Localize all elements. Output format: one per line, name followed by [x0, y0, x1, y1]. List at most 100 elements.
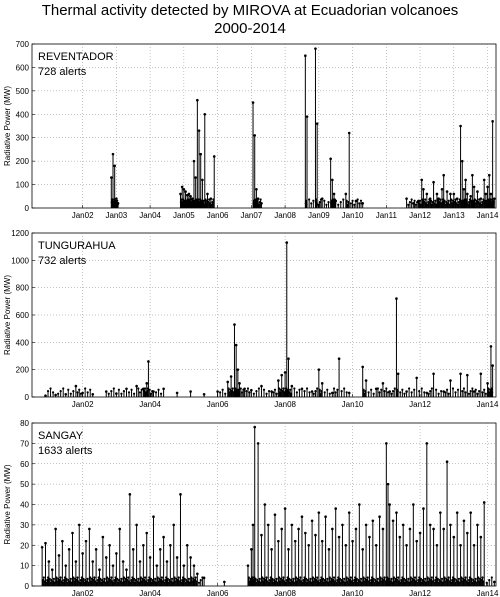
data-point — [260, 384, 263, 388]
data-point — [162, 535, 165, 539]
data-point — [151, 579, 154, 582]
data-point — [233, 323, 236, 326]
data-point — [82, 577, 85, 580]
y-tick-label: 80 — [20, 419, 29, 428]
data-point — [202, 199, 205, 202]
x-tick-label: Jan10 — [342, 211, 364, 220]
data-point — [408, 581, 411, 584]
data-point — [239, 387, 242, 390]
chart-title-line1: Thermal activity detected by MIROVA at E… — [41, 2, 459, 19]
x-tick-label: Jan10 — [342, 589, 364, 597]
data-point — [189, 390, 192, 393]
data-point — [408, 527, 412, 531]
data-point — [327, 548, 331, 551]
data-point — [130, 388, 133, 391]
data-point — [69, 577, 72, 580]
data-point — [91, 392, 95, 396]
data-point — [436, 577, 439, 580]
data-point — [134, 579, 137, 582]
data-point — [48, 577, 51, 580]
data-point — [294, 576, 298, 579]
data-point — [351, 199, 354, 202]
data-point — [154, 581, 158, 584]
data-point — [486, 382, 489, 385]
data-point — [421, 579, 424, 582]
data-point — [201, 178, 204, 182]
y-tick-label: 200 — [16, 157, 30, 166]
data-point — [326, 577, 329, 580]
data-point — [144, 580, 147, 583]
data-point — [321, 577, 325, 580]
data-point — [466, 192, 469, 196]
data-point — [424, 202, 428, 205]
data-point — [443, 199, 446, 202]
data-point — [356, 198, 359, 201]
data-point — [273, 579, 276, 582]
data-point — [71, 531, 74, 535]
data-point — [196, 572, 199, 576]
data-point — [430, 387, 433, 390]
data-point — [425, 192, 429, 196]
data-point — [110, 176, 113, 179]
data-point — [116, 203, 119, 206]
data-point — [442, 173, 445, 177]
data-point — [165, 576, 168, 579]
data-point — [472, 185, 476, 189]
data-point — [488, 198, 492, 201]
x-tick-label: Jan03 — [105, 211, 127, 220]
data-point — [300, 580, 303, 583]
data-point — [323, 199, 326, 202]
data-point — [415, 539, 418, 543]
data-point — [120, 392, 123, 395]
x-tick-label: Jan14 — [477, 589, 499, 597]
data-point — [405, 543, 408, 547]
data-point — [142, 543, 145, 547]
data-point — [127, 576, 130, 579]
data-point — [461, 577, 465, 580]
data-point — [465, 580, 468, 583]
data-point — [457, 577, 460, 580]
data-point — [63, 576, 67, 579]
alerts-count: 728 alerts — [38, 66, 87, 78]
data-point — [491, 364, 494, 367]
data-point — [334, 391, 337, 394]
data-point — [93, 576, 96, 579]
data-point — [364, 379, 368, 382]
data-point — [332, 387, 336, 390]
data-point — [484, 192, 488, 196]
data-point — [485, 581, 488, 584]
data-point — [337, 535, 341, 539]
data-point — [297, 527, 300, 531]
data-point — [171, 581, 174, 584]
data-point — [43, 580, 46, 583]
data-point — [212, 198, 215, 201]
data-point — [145, 531, 149, 535]
data-point — [251, 576, 254, 579]
data-point — [260, 533, 263, 537]
data-point — [472, 543, 476, 547]
data-point — [445, 460, 449, 464]
data-point — [287, 357, 290, 361]
data-point — [111, 564, 115, 567]
data-point — [327, 200, 330, 204]
data-point — [368, 535, 371, 539]
data-point — [414, 580, 417, 583]
data-point — [472, 199, 475, 202]
data-point — [115, 197, 118, 200]
data-point — [364, 523, 368, 527]
data-point — [183, 577, 186, 580]
data-point — [323, 391, 326, 394]
data-point — [472, 203, 475, 206]
data-point — [275, 577, 278, 580]
data-point — [429, 199, 433, 202]
x-tick-label: Jan14 — [477, 211, 499, 220]
data-point — [42, 576, 45, 579]
x-tick-label: Jan05 — [173, 211, 195, 220]
data-point — [407, 203, 410, 206]
data-point — [304, 531, 307, 535]
data-point — [386, 482, 390, 486]
data-point — [435, 543, 439, 547]
data-point — [405, 390, 408, 393]
data-point — [107, 577, 110, 580]
data-point — [487, 173, 491, 177]
